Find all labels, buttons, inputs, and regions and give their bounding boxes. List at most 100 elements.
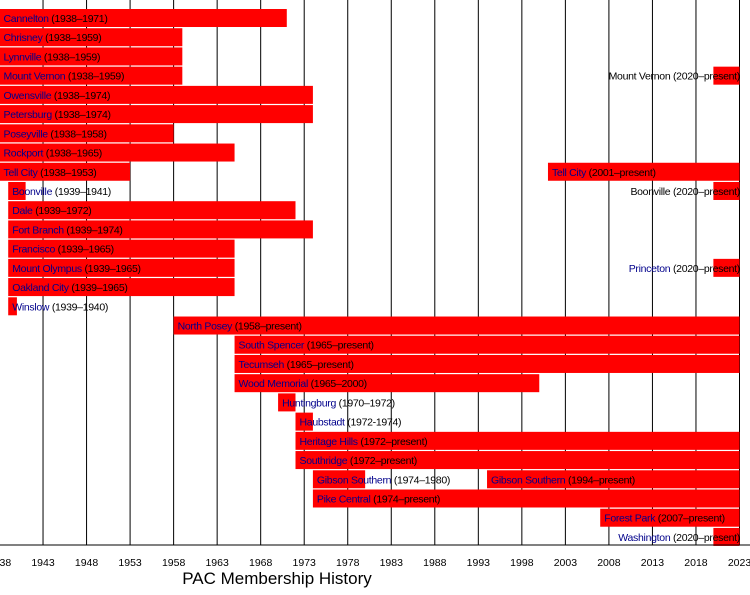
bar-label: Tell City (2001–present) [552, 167, 656, 179]
bar [8, 258, 235, 277]
bar [0, 66, 183, 85]
school-name[interactable]: Tecumseh [239, 359, 285, 371]
school-name[interactable]: Winslow [12, 301, 50, 313]
bar-label: Rockport (1938–1965) [4, 148, 103, 160]
membership-range: (1939–1965) [82, 263, 141, 275]
bar-label: Mount Vernon (2020–present) [609, 71, 740, 83]
membership-range: (1965–present) [304, 340, 374, 352]
bar-label: Wood Memorial (1965–2000) [239, 378, 367, 390]
bar-label: Mount Olympus (1939–1965) [12, 263, 141, 275]
x-tick-label: 1968 [249, 557, 273, 569]
school-name[interactable]: Dale [12, 205, 33, 217]
membership-range: (1939–1972) [33, 205, 92, 217]
x-tick-label: 2008 [597, 557, 621, 569]
school-name[interactable]: Haubstadt [300, 417, 346, 429]
bar-label: Gibson Southern (1994–present) [491, 474, 635, 486]
bar-label: North Posey (1958–present) [178, 321, 302, 333]
bar [713, 181, 740, 200]
x-tick-label: 1948 [75, 557, 99, 569]
school-name[interactable]: Mount Vernon [4, 71, 67, 83]
x-tick-label: 1993 [467, 557, 491, 569]
x-tick-label: 1958 [162, 557, 186, 569]
school-name[interactable]: Huntingburg [282, 397, 337, 409]
school-name[interactable]: Fort Branch [12, 224, 64, 236]
x-tick-label: 1978 [336, 557, 360, 569]
bar [173, 316, 740, 335]
bar [295, 431, 740, 450]
membership-range: (1938–1974) [51, 90, 110, 102]
x-tick-label: 2023 [728, 557, 750, 569]
membership-range: (1939–1965) [69, 282, 128, 294]
school-name[interactable]: Tell City [552, 167, 587, 179]
bar-label: Winslow (1939–1940) [12, 301, 108, 313]
bar-label: Forest Park (2007–present) [604, 513, 725, 525]
bar [713, 66, 740, 85]
bar [8, 201, 296, 220]
bar-label: Mount Vernon (1938–1959) [4, 71, 125, 83]
membership-range: (1938–1953) [38, 167, 97, 179]
school-name[interactable]: Francisco [12, 244, 56, 256]
bar-label: Southridge (1972–present) [300, 455, 417, 467]
school-name[interactable]: Forest Park [604, 513, 656, 525]
school-name[interactable]: Pike Central [317, 494, 371, 506]
school-name[interactable]: Chrisney [4, 32, 44, 44]
membership-range: (1938–1959) [43, 32, 102, 44]
bar-label: Huntingburg (1970–1972) [282, 397, 395, 409]
school-name[interactable]: Tell City [4, 167, 39, 179]
school-name[interactable]: Poseyville [4, 128, 49, 140]
school-name[interactable]: South Spencer [239, 340, 306, 352]
school-name[interactable]: Boonville [12, 186, 53, 198]
membership-range: (1938–1965) [43, 148, 102, 160]
x-tick-label: 1963 [205, 557, 229, 569]
bar [0, 9, 287, 27]
bar [8, 278, 235, 297]
bar-label: Boonville (1939–1941) [12, 186, 111, 198]
x-tick-label: 1938 [0, 557, 11, 569]
membership-range: (2001–present) [586, 167, 656, 179]
school-name[interactable]: Heritage Hills [300, 436, 359, 448]
membership-range: (1938–1958) [48, 128, 107, 140]
bar [8, 297, 17, 316]
bar [0, 105, 313, 124]
membership-range: (1970–1972) [336, 397, 395, 409]
school-name[interactable]: Gibson Southern [317, 474, 392, 486]
membership-range: (1938–1971) [49, 13, 108, 25]
bar-labels: Cannelton (1938–1971) Chrisney (1938–1959… [4, 13, 741, 544]
bar [0, 85, 313, 104]
school-name[interactable]: Owensville [4, 90, 53, 102]
school-name[interactable]: Lynnville [4, 51, 43, 63]
school-name[interactable]: Princeton [629, 263, 671, 275]
bar-label: Tell City (1938–1953) [4, 167, 97, 179]
school-name[interactable]: Southridge [300, 455, 349, 467]
membership-range: (1994–present) [565, 474, 635, 486]
membership-range: (2020–present) [670, 263, 740, 275]
school-name[interactable]: Gibson Southern [491, 474, 566, 486]
bar-label: Gibson Southern (1974–1980) [317, 474, 450, 486]
school-name[interactable]: Rockport [4, 148, 44, 160]
school-name[interactable]: Petersburg [4, 109, 53, 121]
school-name[interactable]: Mount Olympus [12, 263, 82, 275]
bar [295, 451, 740, 470]
x-tick-label: 2003 [554, 557, 578, 569]
bar [487, 470, 740, 489]
school-name[interactable]: North Posey [178, 321, 234, 333]
school-name[interactable]: Cannelton [4, 13, 50, 25]
school-name[interactable]: Oakland City [12, 282, 70, 294]
bar-label: Haubstadt (1972-1974) [300, 417, 402, 429]
bar [8, 239, 235, 258]
bar [234, 335, 740, 354]
school-name[interactable]: Washington [618, 532, 671, 544]
membership-range: (1972–present) [347, 455, 417, 467]
bar [0, 47, 183, 66]
bar [713, 258, 740, 277]
chart-title: PAC Membership History [182, 569, 372, 588]
bar-label: Heritage Hills (1972–present) [300, 436, 428, 448]
bar [234, 374, 540, 393]
bars [0, 9, 740, 546]
membership-range: (1939–1940) [49, 301, 108, 313]
bar [0, 28, 183, 47]
membership-range: (1939–1965) [55, 244, 114, 256]
bar-label: Francisco (1939–1965) [12, 244, 114, 256]
school-name[interactable]: Wood Memorial [239, 378, 309, 390]
